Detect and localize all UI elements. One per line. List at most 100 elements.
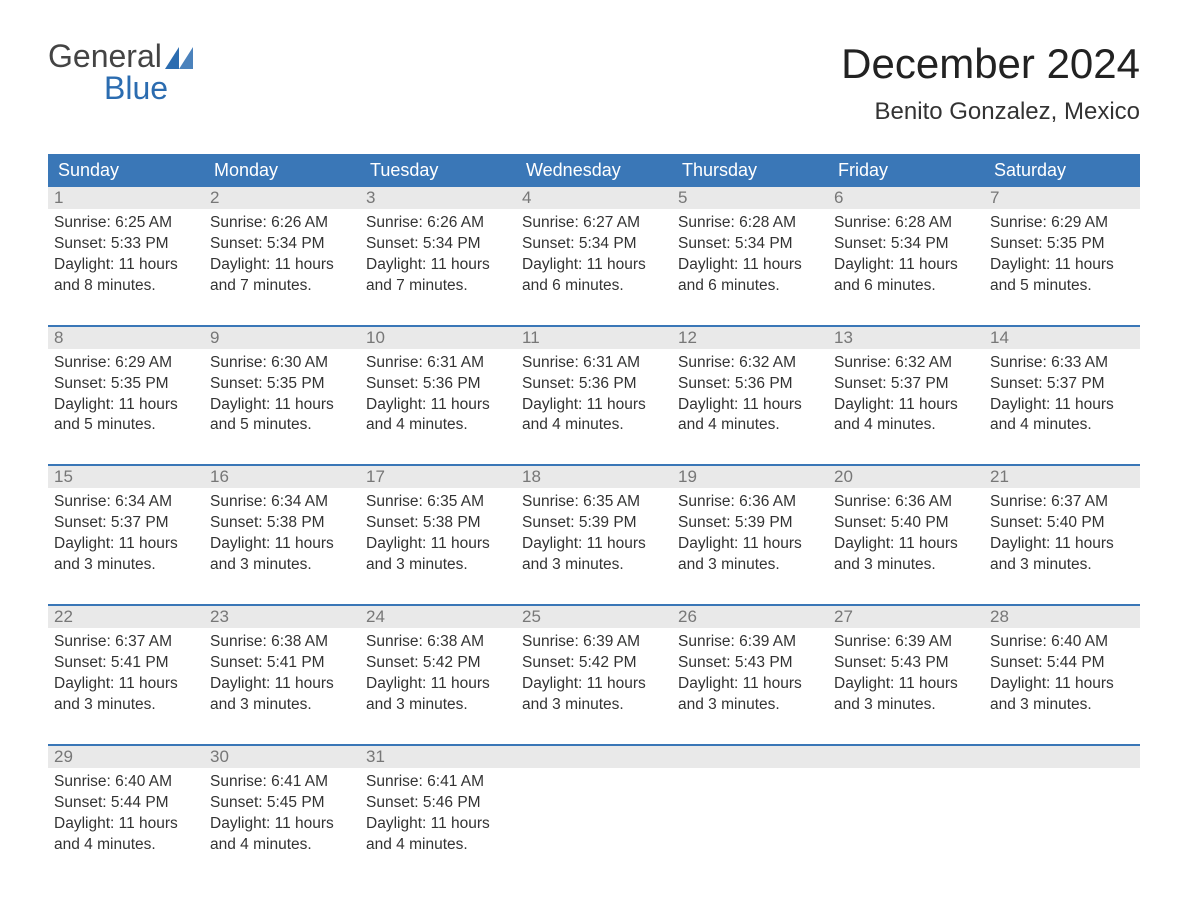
day-body: Sunrise: 6:39 AMSunset: 5:43 PMDaylight:… [828,628,984,744]
day-number: 29 [48,744,204,768]
day-dl1: Daylight: 11 hours [834,534,978,555]
day-sunset: Sunset: 5:35 PM [210,374,354,395]
day-header: Friday [828,154,984,187]
day-sunrise: Sunrise: 6:32 AM [834,353,978,374]
day-sunset: Sunset: 5:34 PM [366,234,510,255]
day-cell: 13Sunrise: 6:32 AMSunset: 5:37 PMDayligh… [828,325,984,465]
day-dl2: and 6 minutes. [834,276,978,297]
day-sunrise: Sunrise: 6:33 AM [990,353,1134,374]
day-number: 7 [984,187,1140,209]
day-body: Sunrise: 6:30 AMSunset: 5:35 PMDaylight:… [204,349,360,465]
day-body: Sunrise: 6:28 AMSunset: 5:34 PMDaylight:… [828,209,984,325]
day-body: Sunrise: 6:35 AMSunset: 5:38 PMDaylight:… [360,488,516,604]
day-sunrise: Sunrise: 6:39 AM [834,632,978,653]
week-row: 22Sunrise: 6:37 AMSunset: 5:41 PMDayligh… [48,604,1140,744]
day-body: Sunrise: 6:29 AMSunset: 5:35 PMDaylight:… [984,209,1140,325]
day-sunset: Sunset: 5:37 PM [834,374,978,395]
day-cell: 5Sunrise: 6:28 AMSunset: 5:34 PMDaylight… [672,187,828,325]
day-sunset: Sunset: 5:44 PM [54,793,198,814]
day-dl2: and 3 minutes. [678,695,822,716]
day-dl1: Daylight: 11 hours [54,674,198,695]
day-dl2: and 3 minutes. [54,555,198,576]
day-body: Sunrise: 6:25 AMSunset: 5:33 PMDaylight:… [48,209,204,325]
day-number: 2 [204,187,360,209]
day-dl2: and 3 minutes. [522,695,666,716]
day-dl2: and 5 minutes. [54,415,198,436]
day-dl2: and 3 minutes. [366,695,510,716]
day-sunrise: Sunrise: 6:38 AM [366,632,510,653]
day-sunset: Sunset: 5:41 PM [54,653,198,674]
title-block: December 2024 Benito Gonzalez, Mexico [841,40,1140,126]
day-dl1: Daylight: 11 hours [210,674,354,695]
day-dl2: and 3 minutes. [834,555,978,576]
day-body: Sunrise: 6:41 AMSunset: 5:45 PMDaylight:… [204,768,360,884]
day-cell: 11Sunrise: 6:31 AMSunset: 5:36 PMDayligh… [516,325,672,465]
week-row: 15Sunrise: 6:34 AMSunset: 5:37 PMDayligh… [48,464,1140,604]
day-number: 27 [828,604,984,628]
day-sunset: Sunset: 5:46 PM [366,793,510,814]
day-dl2: and 3 minutes. [990,555,1134,576]
day-sunrise: Sunrise: 6:39 AM [522,632,666,653]
day-body: Sunrise: 6:38 AMSunset: 5:42 PMDaylight:… [360,628,516,744]
day-dl2: and 3 minutes. [678,555,822,576]
empty-day-number [828,744,984,768]
day-sunrise: Sunrise: 6:40 AM [54,772,198,793]
day-cell: 2Sunrise: 6:26 AMSunset: 5:34 PMDaylight… [204,187,360,325]
day-dl1: Daylight: 11 hours [990,534,1134,555]
day-sunrise: Sunrise: 6:35 AM [522,492,666,513]
day-body: Sunrise: 6:39 AMSunset: 5:43 PMDaylight:… [672,628,828,744]
day-dl1: Daylight: 11 hours [834,674,978,695]
day-number: 10 [360,325,516,349]
day-cell: 15Sunrise: 6:34 AMSunset: 5:37 PMDayligh… [48,464,204,604]
day-sunset: Sunset: 5:34 PM [678,234,822,255]
day-number: 22 [48,604,204,628]
day-cell: 16Sunrise: 6:34 AMSunset: 5:38 PMDayligh… [204,464,360,604]
day-sunset: Sunset: 5:34 PM [834,234,978,255]
day-dl2: and 4 minutes. [54,835,198,856]
day-dl2: and 4 minutes. [210,835,354,856]
day-dl1: Daylight: 11 hours [210,814,354,835]
day-sunset: Sunset: 5:38 PM [366,513,510,534]
day-body: Sunrise: 6:34 AMSunset: 5:38 PMDaylight:… [204,488,360,604]
day-dl1: Daylight: 11 hours [54,395,198,416]
day-sunset: Sunset: 5:33 PM [54,234,198,255]
day-sunset: Sunset: 5:36 PM [522,374,666,395]
day-dl2: and 4 minutes. [678,415,822,436]
day-sunrise: Sunrise: 6:28 AM [834,213,978,234]
day-dl1: Daylight: 11 hours [210,255,354,276]
day-body: Sunrise: 6:31 AMSunset: 5:36 PMDaylight:… [516,349,672,465]
day-cell: 25Sunrise: 6:39 AMSunset: 5:42 PMDayligh… [516,604,672,744]
location-subtitle: Benito Gonzalez, Mexico [841,98,1140,126]
day-dl2: and 5 minutes. [210,415,354,436]
day-sunrise: Sunrise: 6:26 AM [366,213,510,234]
empty-day-number [672,744,828,768]
day-dl2: and 3 minutes. [522,555,666,576]
day-dl1: Daylight: 11 hours [522,395,666,416]
day-cell: 6Sunrise: 6:28 AMSunset: 5:34 PMDaylight… [828,187,984,325]
day-dl2: and 3 minutes. [210,695,354,716]
day-number: 14 [984,325,1140,349]
day-cell: 24Sunrise: 6:38 AMSunset: 5:42 PMDayligh… [360,604,516,744]
day-dl2: and 4 minutes. [990,415,1134,436]
day-cell: 20Sunrise: 6:36 AMSunset: 5:40 PMDayligh… [828,464,984,604]
day-number: 13 [828,325,984,349]
day-number: 16 [204,464,360,488]
day-cell: 17Sunrise: 6:35 AMSunset: 5:38 PMDayligh… [360,464,516,604]
day-number: 12 [672,325,828,349]
day-cell: 22Sunrise: 6:37 AMSunset: 5:41 PMDayligh… [48,604,204,744]
day-sunset: Sunset: 5:39 PM [522,513,666,534]
day-body: Sunrise: 6:37 AMSunset: 5:41 PMDaylight:… [48,628,204,744]
day-number: 18 [516,464,672,488]
day-cell: 14Sunrise: 6:33 AMSunset: 5:37 PMDayligh… [984,325,1140,465]
day-cell [828,744,984,884]
header-row: General Blue December 2024 Benito Gonzal… [48,40,1140,126]
day-body: Sunrise: 6:26 AMSunset: 5:34 PMDaylight:… [204,209,360,325]
day-cell: 26Sunrise: 6:39 AMSunset: 5:43 PMDayligh… [672,604,828,744]
day-sunrise: Sunrise: 6:32 AM [678,353,822,374]
day-number: 5 [672,187,828,209]
day-sunrise: Sunrise: 6:31 AM [522,353,666,374]
day-dl1: Daylight: 11 hours [54,534,198,555]
day-sunset: Sunset: 5:40 PM [834,513,978,534]
day-number: 21 [984,464,1140,488]
month-title: December 2024 [841,40,1140,88]
